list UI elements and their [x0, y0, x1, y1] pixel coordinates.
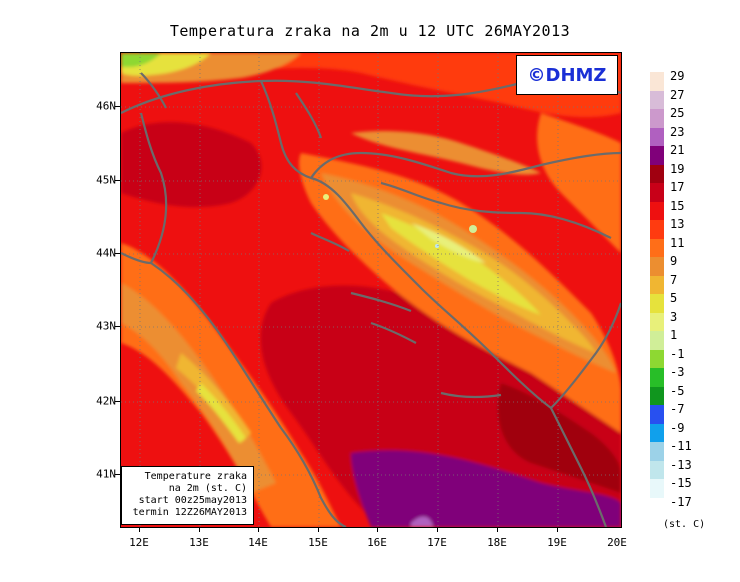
lat-label-41n: 41N: [96, 467, 116, 481]
map-title: Temperatura zraka na 2m u 12 UTC 26MAY20…: [169, 22, 571, 40]
lat-label-45n: 45N: [96, 173, 116, 187]
legend-swatch: [650, 294, 664, 313]
legend-swatch: [650, 423, 664, 442]
legend-swatch: [650, 312, 664, 331]
lon-label-15e: 15E: [308, 536, 328, 549]
lon-tick: [258, 527, 259, 532]
legend-swatch: [650, 72, 664, 91]
legend-swatch: [650, 183, 664, 202]
lon-label-14e: 14E: [248, 536, 268, 549]
lon-label-18e: 18E: [487, 536, 507, 549]
legend-label: -9: [670, 420, 685, 435]
info-line-units: na 2m (st. C): [168, 483, 247, 494]
legend-swatch: [650, 220, 664, 239]
legend-label: -7: [670, 402, 685, 416]
legend-label: 19: [670, 161, 685, 176]
legend-swatch: [650, 368, 664, 387]
legend-swatch: [650, 442, 664, 461]
legend-label: 23: [670, 124, 685, 139]
legend-swatch: [650, 386, 664, 405]
lat-tick: [115, 401, 120, 402]
lat-label-44n: 44N: [96, 246, 116, 260]
lat-label-43n: 43N: [96, 319, 116, 333]
info-line-variable: Temperature zraka: [144, 471, 247, 482]
lon-tick: [557, 527, 558, 532]
legend-label: 25: [670, 106, 685, 120]
temperature-field: [121, 53, 621, 527]
lat-tick: [115, 326, 120, 327]
info-line-start: start 00z25may2013: [138, 495, 247, 506]
lon-tick: [318, 527, 319, 532]
temperature-map: [120, 52, 622, 528]
lon-tick: [139, 527, 140, 532]
lon-label-13e: 13E: [189, 536, 209, 549]
legend-label: -13: [670, 457, 692, 472]
legend-swatch: [650, 90, 664, 109]
legend-swatch: [650, 109, 664, 128]
legend-swatch: [650, 257, 664, 276]
lon-label-16e: 16E: [367, 536, 387, 549]
coastlines-borders: [121, 72, 621, 527]
lon-tick: [437, 527, 438, 532]
legend-label: 15: [670, 198, 685, 213]
lon-label-17e: 17E: [427, 536, 447, 549]
legend-label: -5: [670, 383, 685, 398]
legend-swatch: [650, 127, 664, 146]
lat-label-46n: 46N: [96, 99, 116, 113]
legend-label: 9: [670, 254, 678, 268]
graticule: [121, 53, 621, 527]
legend-units: (st. C): [663, 519, 706, 530]
lat-tick: [115, 474, 120, 475]
lat-tick: [115, 106, 120, 107]
dhmz-logo: ©DHMZ: [516, 55, 618, 95]
legend-label: -1: [670, 346, 685, 361]
legend-label: -17: [670, 494, 692, 509]
legend-label: 7: [670, 272, 678, 287]
legend-label: 3: [670, 309, 678, 324]
lon-label-19e: 19E: [547, 536, 567, 549]
lon-label-20e: 20E: [607, 536, 627, 549]
lon-tick: [497, 527, 498, 532]
lon-label-12e: 12E: [129, 536, 149, 549]
legend-swatch: [650, 201, 664, 220]
legend-label: 21: [670, 143, 685, 157]
legend-label: -11: [670, 439, 692, 453]
legend-label: -15: [670, 476, 692, 490]
legend-swatch: [650, 275, 664, 294]
lon-tick: [377, 527, 378, 532]
lat-label-42n: 42N: [96, 394, 116, 408]
legend-label: -3: [670, 365, 685, 379]
legend-swatch: [650, 238, 664, 257]
legend-swatch: [650, 460, 664, 479]
legend-label: 27: [670, 87, 685, 102]
legend-label: 13: [670, 217, 685, 231]
lat-tick: [115, 253, 120, 254]
legend-label: 5: [670, 291, 678, 305]
legend-label: 17: [670, 180, 685, 194]
lat-tick: [115, 180, 120, 181]
legend-swatch: [650, 349, 664, 368]
lon-tick: [199, 527, 200, 532]
legend-swatch: [650, 331, 664, 350]
info-box: Temperature zraka na 2m (st. C) start 00…: [121, 466, 254, 525]
legend-swatch: [650, 164, 664, 183]
legend-swatch: [650, 405, 664, 424]
info-line-termin: termin 12Z26MAY2013: [132, 507, 247, 518]
legend-label: 11: [670, 235, 685, 250]
legend-swatch: [650, 146, 664, 165]
legend-label: 1: [670, 328, 678, 342]
legend-label: 29: [670, 69, 685, 83]
legend-swatch: [650, 479, 664, 498]
